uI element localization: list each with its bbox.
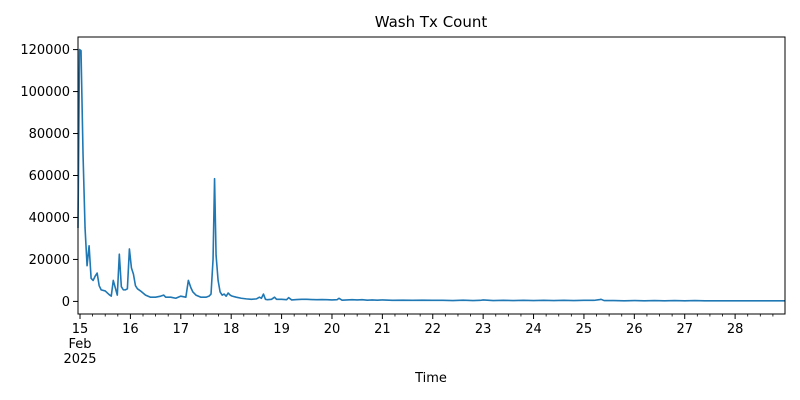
x-tick-label: 25 [576, 322, 593, 337]
x-tick-label: 27 [676, 322, 693, 337]
series-line-0 [77, 48, 785, 302]
y-axis: 0 20000 40000 60000 80000 100000 120000 [20, 43, 78, 310]
x-tick-label: 23 [475, 322, 492, 337]
x-tick-label: 24 [525, 322, 542, 337]
x-tick-label: 15 [72, 322, 89, 337]
chart-title: Wash Tx Count [375, 13, 488, 31]
x-tick-label: 19 [273, 322, 290, 337]
x-tick-label: 16 [122, 322, 139, 337]
y-tick-label: 120000 [20, 43, 70, 58]
y-tick-label: 100000 [20, 85, 70, 100]
y-tick-label: 20000 [29, 253, 70, 268]
x-tick-sublabel: 2025 [63, 352, 96, 367]
x-tick-sublabel: Feb [69, 337, 92, 352]
x-tick-label: 28 [727, 322, 744, 337]
x-tick-label: 22 [424, 322, 441, 337]
y-tick-label: 80000 [29, 127, 70, 142]
x-tick-label: 26 [626, 322, 643, 337]
y-tick-label: 60000 [29, 169, 70, 184]
y-tick-label: 0 [62, 295, 70, 310]
y-tick-label: 40000 [29, 211, 70, 226]
x-tick-label: 18 [223, 322, 240, 337]
x-axis-label: Time [414, 371, 447, 386]
x-tick-label: 17 [173, 322, 190, 337]
x-tick-label: 21 [374, 322, 391, 337]
x-tick-label: 20 [324, 322, 341, 337]
